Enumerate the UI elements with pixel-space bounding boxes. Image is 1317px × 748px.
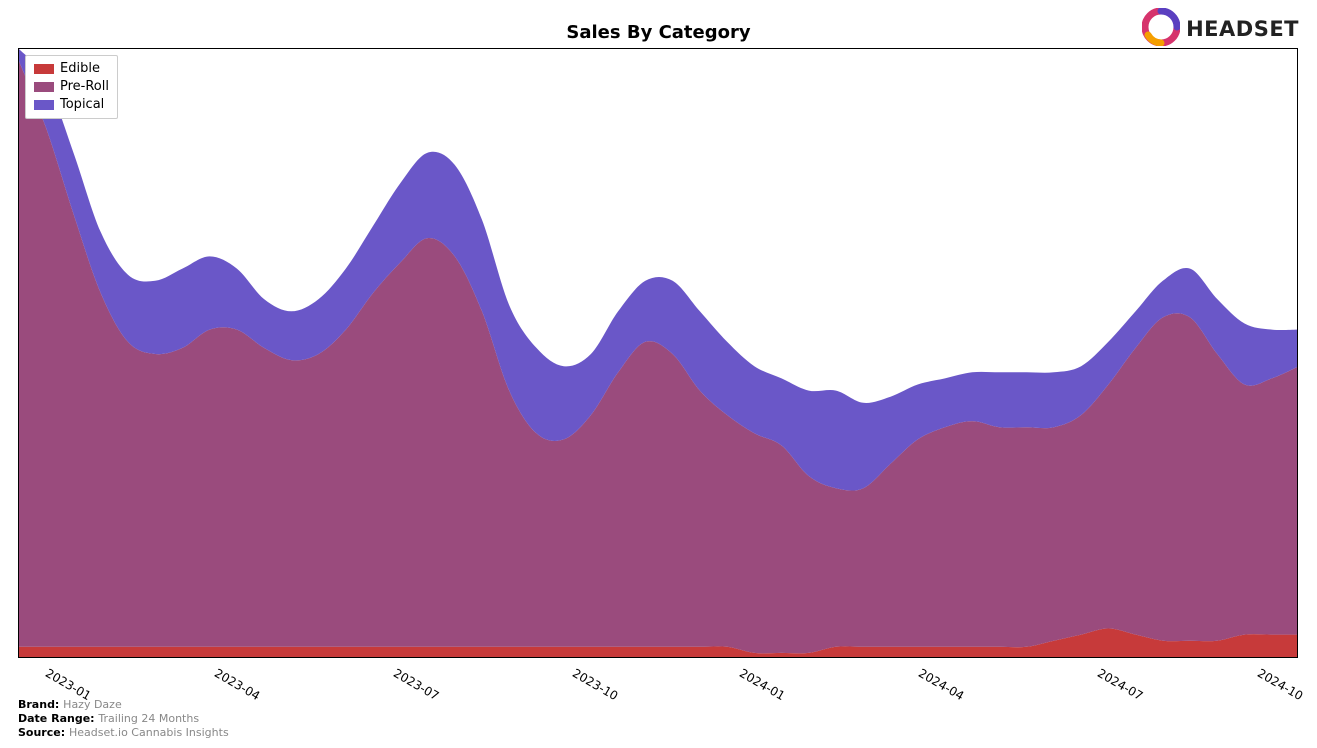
chart-footer-metadata: Brand: Hazy DazeDate Range: Trailing 24 … — [18, 698, 229, 740]
x-tick-label: 2024-01 — [737, 666, 787, 703]
chart-title-text: Sales By Category — [566, 22, 750, 43]
x-tick-label: 2024-07 — [1095, 666, 1145, 703]
footer-value: Trailing 24 Months — [98, 712, 199, 725]
legend-item-edible: Edible — [34, 60, 109, 78]
footer-label: Brand: — [18, 698, 63, 711]
legend: EdiblePre-RollTopical — [25, 55, 118, 119]
footer-label: Source: — [18, 726, 69, 739]
legend-swatch — [34, 100, 54, 110]
footer-line: Date Range: Trailing 24 Months — [18, 712, 229, 726]
footer-value: Hazy Daze — [63, 698, 122, 711]
legend-swatch — [34, 64, 54, 74]
legend-swatch — [34, 82, 54, 92]
x-tick-label: 2024-04 — [916, 666, 966, 703]
footer-line: Source: Headset.io Cannabis Insights — [18, 726, 229, 740]
legend-label: Pre-Roll — [60, 78, 109, 96]
x-tick-label: 2023-07 — [391, 666, 441, 703]
brand-logo: HEADSET — [1142, 8, 1299, 50]
footer-label: Date Range: — [18, 712, 98, 725]
footer-line: Brand: Hazy Daze — [18, 698, 229, 712]
legend-label: Edible — [60, 60, 100, 78]
legend-label: Topical — [60, 96, 104, 114]
footer-value: Headset.io Cannabis Insights — [69, 726, 229, 739]
brand-logo-text: HEADSET — [1186, 17, 1299, 41]
headset-logo-icon — [1142, 8, 1180, 50]
plot-area: EdiblePre-RollTopical — [18, 48, 1298, 658]
area-chart-svg — [19, 49, 1298, 658]
x-tick-label: 2024-10 — [1255, 666, 1305, 703]
legend-item-pre-roll: Pre-Roll — [34, 78, 109, 96]
chart-title: Sales By Category — [0, 22, 1317, 43]
chart-container: Sales By Category HEADSET EdiblePre-Roll… — [0, 0, 1317, 748]
x-tick-label: 2023-10 — [570, 666, 620, 703]
legend-item-topical: Topical — [34, 96, 109, 114]
